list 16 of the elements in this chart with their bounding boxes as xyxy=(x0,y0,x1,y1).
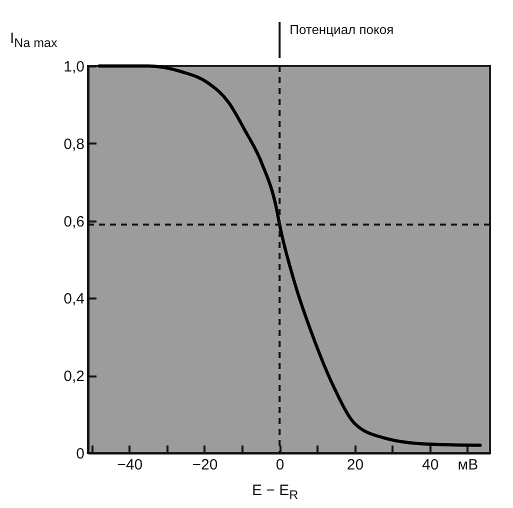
x-tick-label: 40 xyxy=(422,456,439,474)
y-tick-label: 0 xyxy=(76,446,84,462)
x-tick-label: 0 xyxy=(276,456,284,474)
x-tick-label: мВ xyxy=(458,456,478,474)
y-axis-title: I$_{Na max}$ xyxy=(10,30,58,50)
x-axis-title: E − E$_{R}$ xyxy=(252,482,298,502)
y-tick-label: 0,8 xyxy=(64,136,84,153)
x-tick-label: −20 xyxy=(192,456,218,474)
y-tick-label: 0,6 xyxy=(64,213,84,230)
y-tick-label: 0,2 xyxy=(64,368,84,386)
y-tick-label: 1,0 xyxy=(64,58,84,76)
x-tick-label: −40 xyxy=(117,456,143,474)
y-tick-label: 0,4 xyxy=(64,290,84,308)
line-series xyxy=(98,64,482,447)
x-tick-label: 20 xyxy=(346,456,364,474)
ref-line-label: Потенциал покоя xyxy=(290,22,394,37)
